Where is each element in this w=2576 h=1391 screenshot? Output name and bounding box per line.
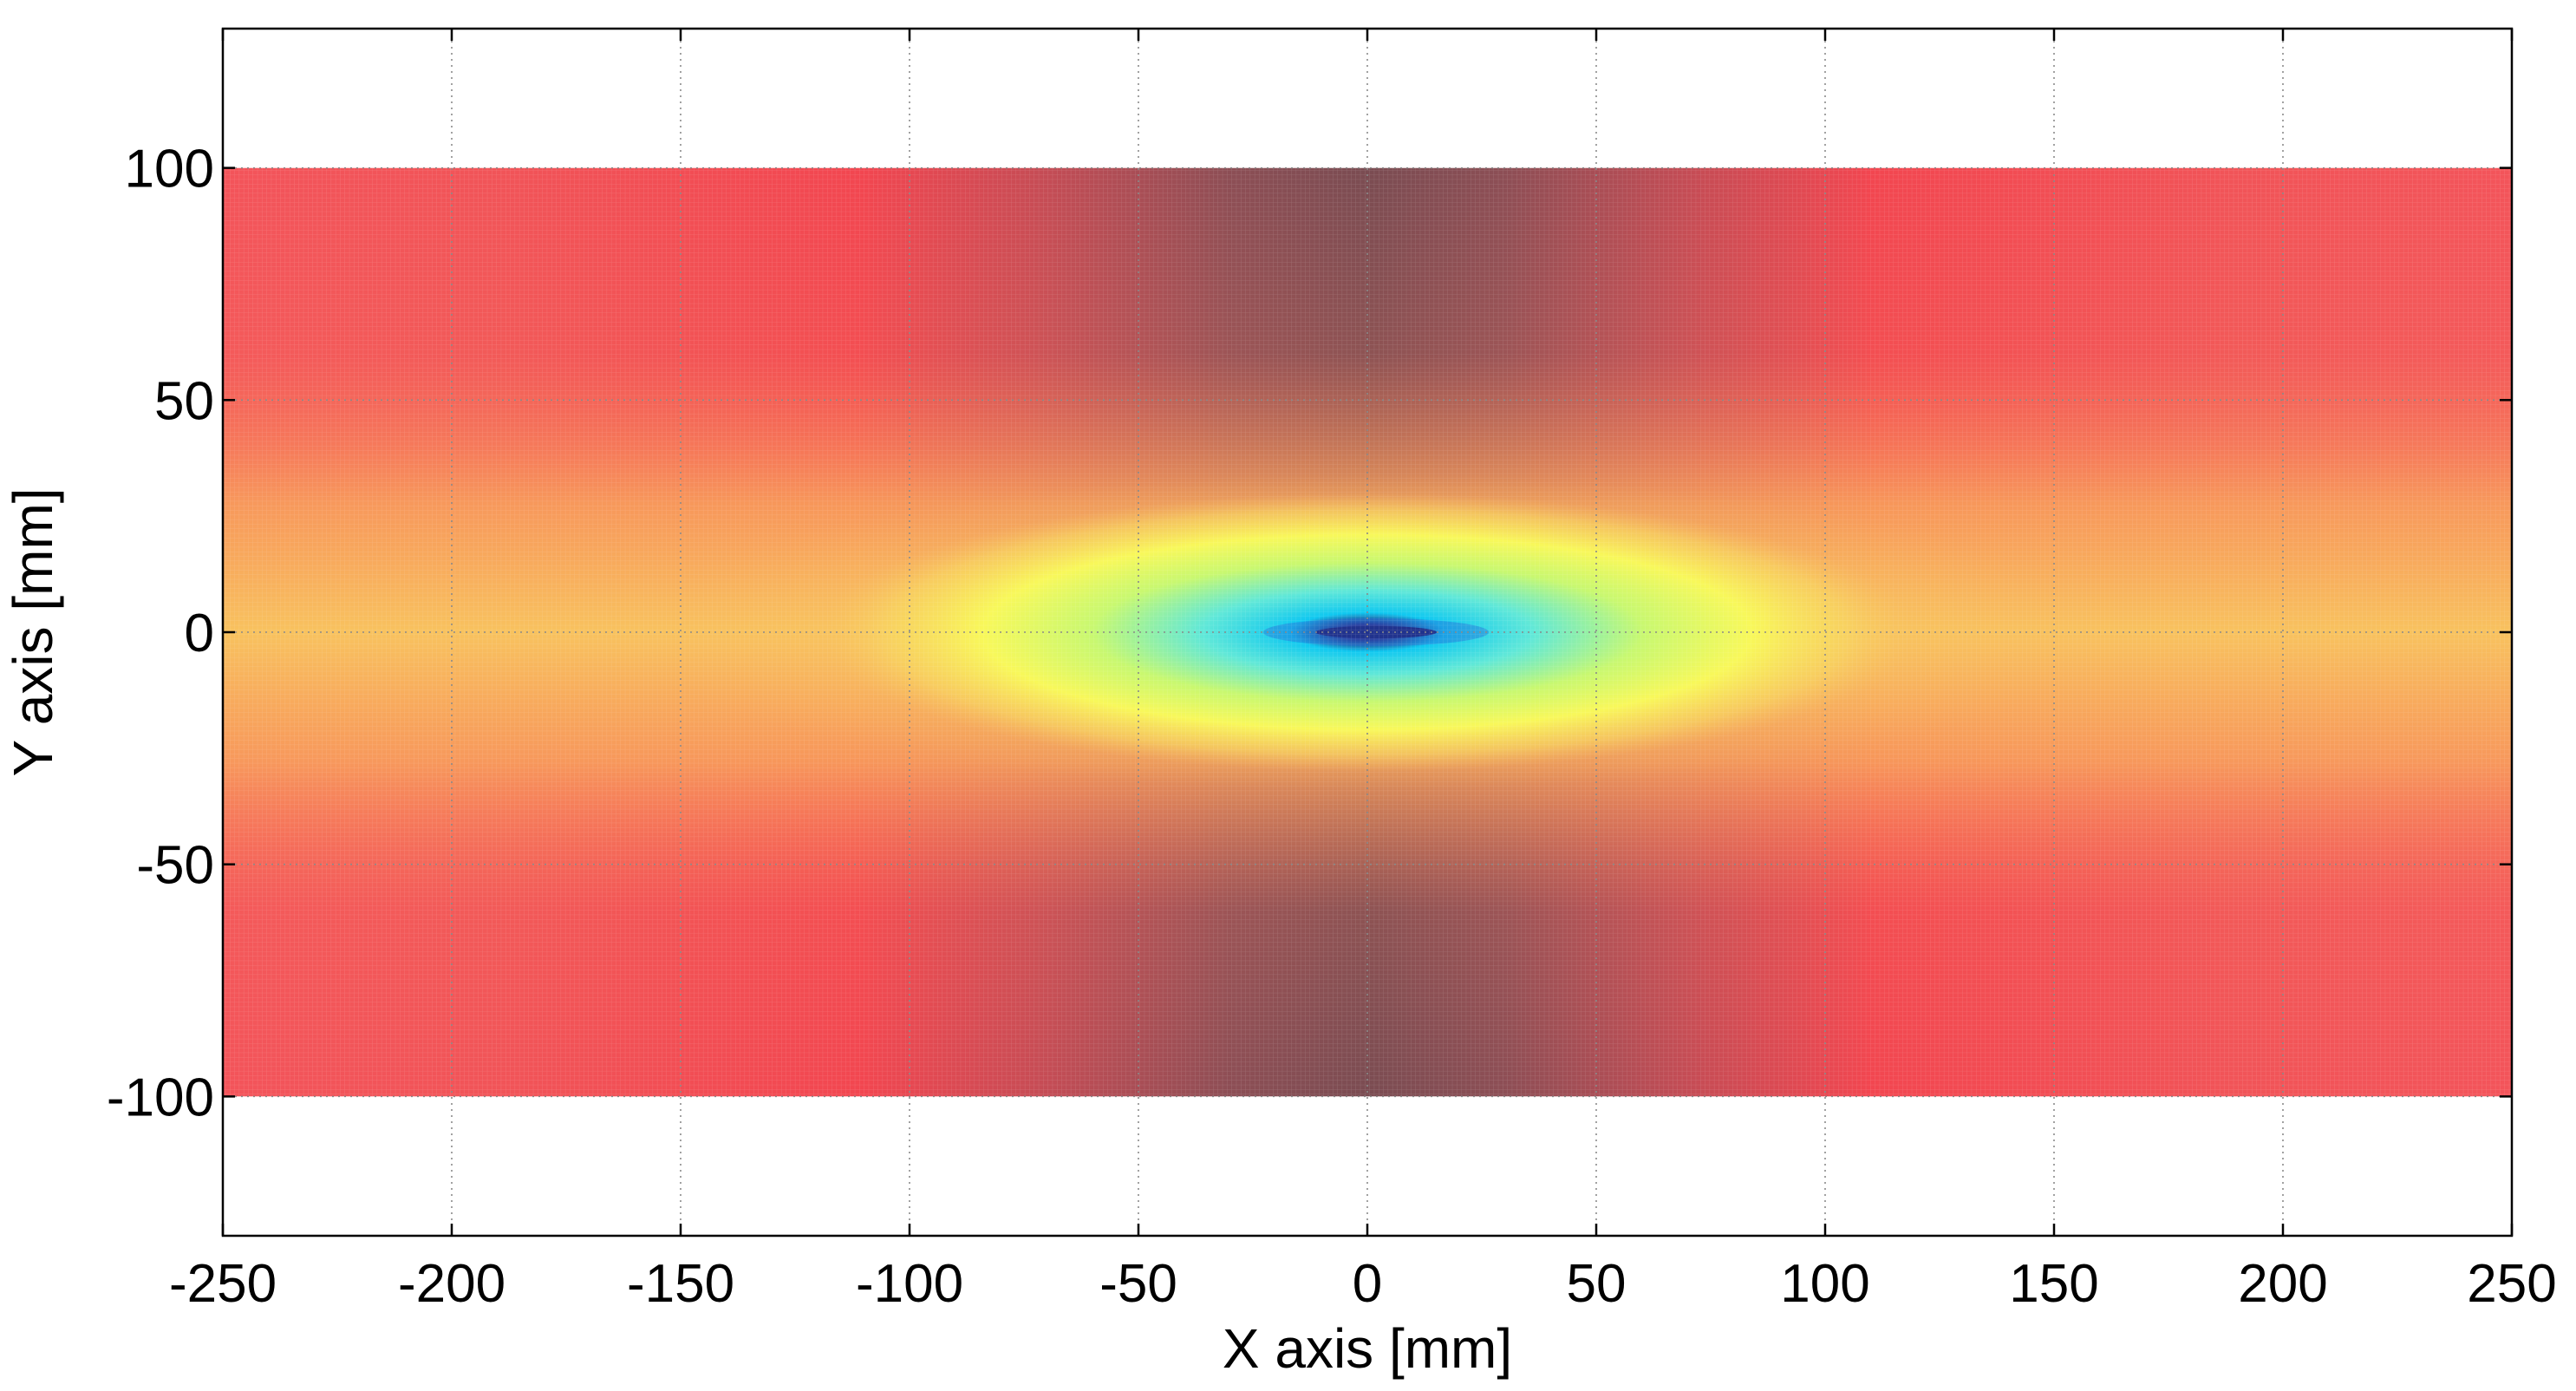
y-tick-labels: -100 -50 0 50 100: [107, 140, 214, 1128]
plot-area: [221, 27, 2514, 1238]
x-tick-label: 50: [1567, 1254, 1627, 1314]
y-tick-label: 100: [125, 140, 214, 199]
heatmap-mesh: [223, 167, 2512, 1097]
x-tick-label: -200: [398, 1254, 505, 1314]
x-tick-label: -100: [856, 1254, 963, 1314]
x-tick-label: -50: [1099, 1254, 1177, 1314]
heatmap-field: [223, 167, 2512, 1097]
y-tick-label: 0: [185, 604, 214, 663]
x-axis-title: X axis [mm]: [1223, 1317, 1512, 1380]
x-tick-label: 150: [2009, 1254, 2098, 1314]
x-tick-label: -150: [627, 1254, 734, 1314]
x-tick-label: 0: [1353, 1254, 1382, 1314]
x-tick-labels: -250 -200 -150 -100 -50 0 50 100 150 200 250: [169, 1254, 2557, 1314]
y-tick-label: 50: [154, 371, 214, 431]
y-tick-label: -100: [107, 1068, 214, 1127]
x-tick-label: 250: [2467, 1254, 2556, 1314]
x-tick-label: 100: [1780, 1254, 1869, 1314]
x-tick-label: 200: [2238, 1254, 2327, 1314]
tick-marks: [221, 29, 2514, 1236]
y-axis-title: Y axis [mm]: [2, 487, 64, 776]
grid-lines: [223, 29, 2512, 1236]
x-tick-label: -250: [169, 1254, 277, 1314]
y-tick-label: -50: [136, 836, 214, 896]
